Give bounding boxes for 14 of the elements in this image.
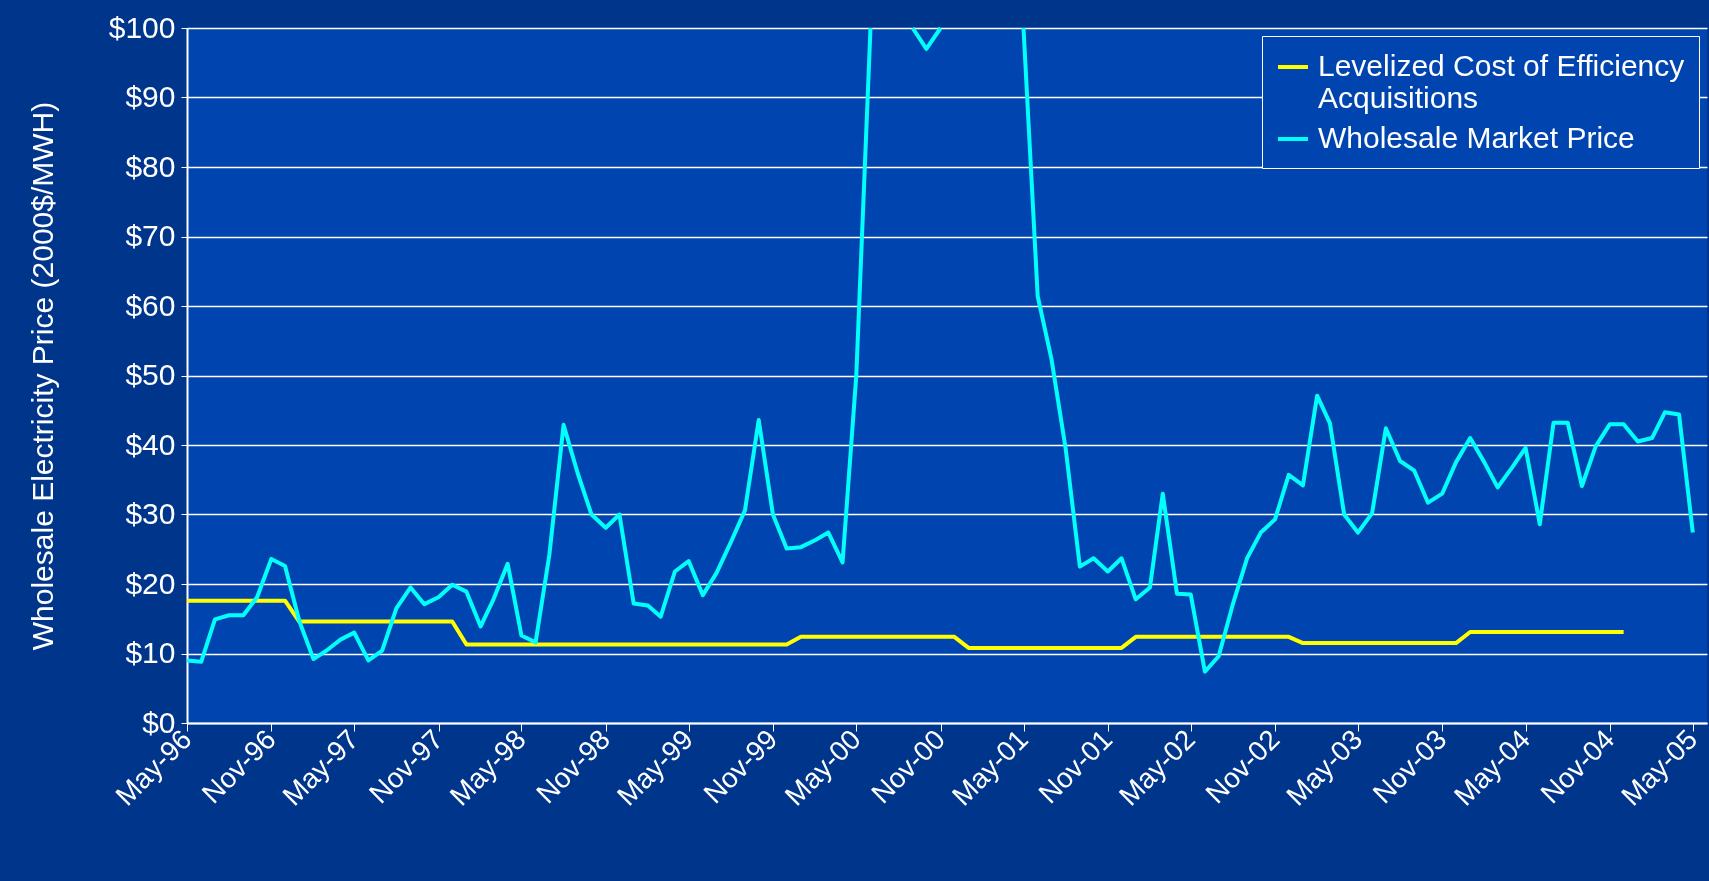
y-tick-label: $10 [125, 636, 176, 669]
line-series [185, 598, 1626, 650]
y-tick-label: $100 [108, 10, 176, 44]
y-tick-label: $70 [125, 219, 176, 252]
legend-label: Wholesale Market Price [1318, 121, 1635, 154]
y-tick-label: $60 [125, 288, 176, 322]
y-tick-label: $50 [125, 358, 176, 391]
y-tick-label: $30 [125, 497, 176, 530]
y-axis-title: Wholesale Electricity Price (2000$/MWH) [25, 101, 59, 651]
y-tick-label: $80 [125, 149, 176, 183]
y-tick-label: $20 [125, 566, 176, 600]
legend-label: Levelized Cost of Efficiency Acquisitions [1318, 49, 1685, 114]
y-tick-label: $40 [125, 427, 176, 461]
y-tick-label: $90 [125, 80, 176, 113]
